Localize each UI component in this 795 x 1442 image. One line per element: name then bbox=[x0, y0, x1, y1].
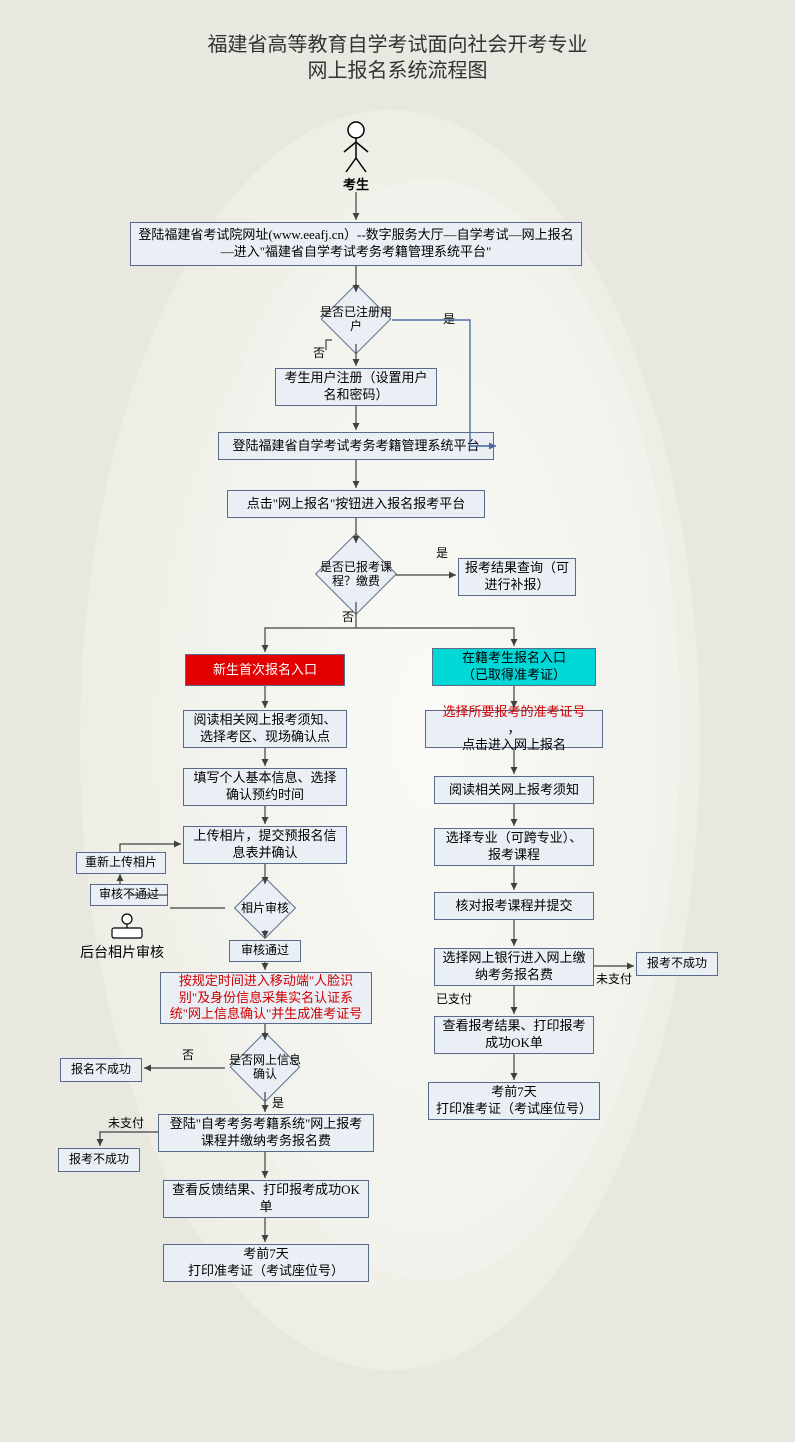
actor-label: 考生 bbox=[343, 174, 369, 193]
lbl-yes-1: 是 bbox=[443, 310, 455, 327]
existing-entry: 在籍考生报名入口 （已取得准考证） bbox=[432, 648, 596, 686]
d-registered: 是否已注册用户 bbox=[320, 294, 392, 344]
click-online: 点击"网上报名"按钮进入报名报考平台 bbox=[227, 490, 485, 518]
title-line1: 福建省高等教育自学考试面向社会开考专业 bbox=[0, 28, 795, 57]
enroll-fail-right: 报考不成功 bbox=[636, 952, 718, 976]
photo-fail: 审核不通过 bbox=[90, 884, 168, 906]
select-bank: 选择网上银行进入网上缴纳考务报名费 bbox=[434, 948, 594, 986]
print-ticket-right: 考前7天 打印准考证（考试座位号） bbox=[428, 1082, 600, 1120]
d-online-confirm: 是否网上信息确认 bbox=[225, 1042, 305, 1092]
result-query: 报考结果查询（可进行补报） bbox=[458, 558, 576, 596]
lbl-no-1: 否 bbox=[313, 344, 325, 361]
verify-submit: 核对报考课程并提交 bbox=[434, 892, 594, 920]
backend-review-label: 后台相片审核 bbox=[80, 942, 164, 962]
d-enrolled: 是否已报考课程？缴费 bbox=[314, 545, 398, 603]
register-box: 考生用户注册（设置用户名和密码） bbox=[275, 368, 437, 406]
lbl-no-3: 否 bbox=[182, 1046, 194, 1063]
print-ticket-left: 考前7天 打印准考证（考试座位号） bbox=[163, 1244, 369, 1282]
view-result-r: 查看报考结果、打印报考成功OK单 bbox=[434, 1016, 594, 1054]
read-notice: 阅读相关网上报考须知、选择考区、现场确认点 bbox=[183, 710, 347, 748]
login-pay: 登陆"自考考务考籍系统"网上报考课程并缴纳考务报名费 bbox=[158, 1114, 374, 1152]
fill-info: 填写个人基本信息、选择确认预约时间 bbox=[183, 768, 347, 806]
select-major: 选择专业（可跨专业）、报考课程 bbox=[434, 828, 594, 866]
reg-fail: 报名不成功 bbox=[60, 1058, 142, 1082]
title-line2: 网上报名系统流程图 bbox=[0, 54, 795, 83]
lbl-yes-2: 是 bbox=[436, 544, 448, 561]
lbl-no-2: 否 bbox=[342, 608, 354, 625]
reupload: 重新上传相片 bbox=[76, 852, 166, 874]
view-feedback: 查看反馈结果、打印报考成功OK单 bbox=[163, 1180, 369, 1218]
lbl-paid: 已支付 bbox=[436, 990, 472, 1007]
actor-icon bbox=[336, 120, 376, 179]
upload-photo: 上传相片，提交预报名信息表并确认 bbox=[183, 826, 347, 864]
d-photo-review: 相片审核 bbox=[225, 886, 305, 930]
login-platform: 登陆福建省自学考试考务考籍管理系统平台 bbox=[218, 432, 494, 460]
backend-actor-icon bbox=[110, 912, 144, 945]
lbl-yes-3: 是 bbox=[272, 1094, 284, 1111]
read-notice-r: 阅读相关网上报考须知 bbox=[434, 776, 594, 804]
enroll-fail-left: 报考不成功 bbox=[58, 1148, 140, 1172]
photo-pass: 审核通过 bbox=[229, 940, 301, 962]
lbl-unpaid-2: 未支付 bbox=[596, 970, 632, 987]
new-entry: 新生首次报名入口 bbox=[185, 654, 345, 686]
login-main: 登陆福建省考试院网址(www.eeafj.cn）--数字服务大厅—自学考试—网上… bbox=[130, 222, 582, 266]
lbl-unpaid-1: 未支付 bbox=[108, 1114, 144, 1131]
face-recog: 按规定时间进入移动端"人脸识别"及身份信息采集实名认证系统"网上信息确认"并生成… bbox=[160, 972, 372, 1024]
select-ticket: 选择所要报考的准考证号，点击进入网上报名 bbox=[425, 710, 603, 748]
